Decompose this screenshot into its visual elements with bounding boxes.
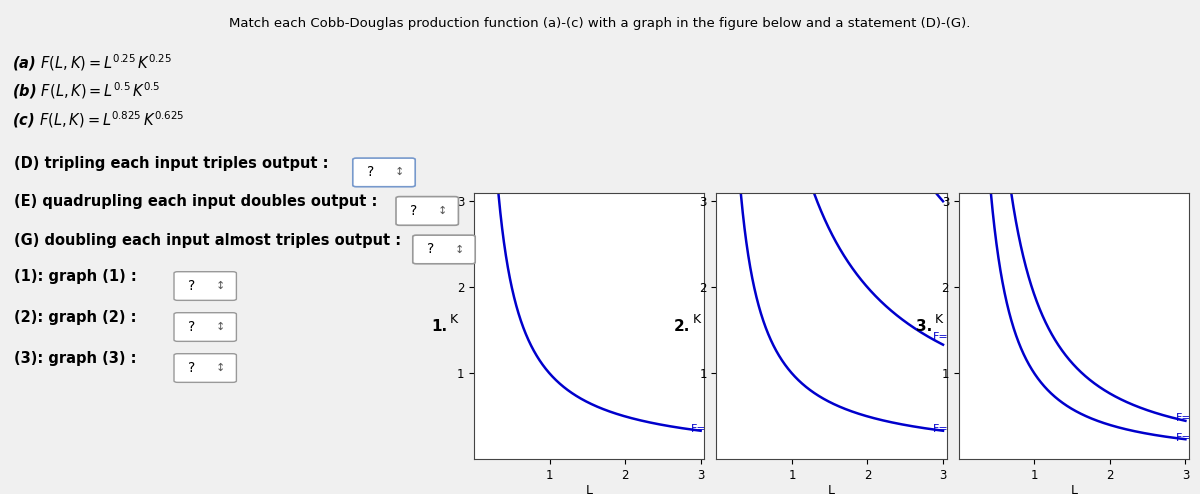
FancyBboxPatch shape bbox=[174, 354, 236, 382]
Text: ↕: ↕ bbox=[395, 167, 404, 177]
FancyBboxPatch shape bbox=[174, 272, 236, 300]
X-axis label: L: L bbox=[586, 484, 593, 494]
X-axis label: L: L bbox=[1070, 484, 1078, 494]
Text: (c) $F(L,K) = L^{0.825}\, K^{0.625}$: (c) $F(L,K) = L^{0.825}\, K^{0.625}$ bbox=[12, 109, 185, 130]
Text: ?: ? bbox=[427, 243, 434, 256]
Text: 1.: 1. bbox=[432, 319, 448, 333]
Text: F=1: F=1 bbox=[691, 424, 714, 434]
Text: (E) quadrupling each input doubles output :: (E) quadrupling each input doubles outpu… bbox=[14, 194, 378, 209]
Text: F=1.5: F=1.5 bbox=[1176, 412, 1200, 422]
Text: 2.: 2. bbox=[673, 319, 690, 333]
Text: 3.: 3. bbox=[916, 319, 932, 333]
FancyBboxPatch shape bbox=[413, 235, 475, 264]
Text: F=1: F=1 bbox=[1176, 433, 1199, 443]
FancyBboxPatch shape bbox=[174, 313, 236, 341]
Text: (3): graph (3) :: (3): graph (3) : bbox=[14, 351, 137, 366]
FancyBboxPatch shape bbox=[353, 158, 415, 187]
Text: ↕: ↕ bbox=[455, 245, 464, 254]
Text: Match each Cobb-Douglas production function (a)-(c) with a graph in the figure b: Match each Cobb-Douglas production funct… bbox=[229, 17, 971, 30]
Text: (a) $F(L,K) = L^{0.25}\, K^{0.25}$: (a) $F(L,K) = L^{0.25}\, K^{0.25}$ bbox=[12, 52, 172, 73]
Text: ?: ? bbox=[188, 279, 196, 293]
Text: F=1: F=1 bbox=[934, 424, 956, 434]
Text: ↕: ↕ bbox=[216, 322, 226, 332]
Text: F=2: F=2 bbox=[934, 332, 956, 342]
Text: ↕: ↕ bbox=[438, 206, 448, 216]
Text: ↕: ↕ bbox=[216, 281, 226, 291]
Text: (b) $F(L,K) = L^{0.5}\, K^{0.5}$: (b) $F(L,K) = L^{0.5}\, K^{0.5}$ bbox=[12, 81, 161, 101]
Text: ?: ? bbox=[367, 165, 374, 179]
Text: ↕: ↕ bbox=[216, 363, 226, 373]
Y-axis label: K: K bbox=[450, 313, 458, 326]
Text: (D) tripling each input triples output :: (D) tripling each input triples output : bbox=[14, 156, 329, 170]
FancyBboxPatch shape bbox=[396, 197, 458, 225]
Text: (G) doubling each input almost triples output :: (G) doubling each input almost triples o… bbox=[14, 233, 402, 247]
X-axis label: L: L bbox=[828, 484, 835, 494]
Text: ?: ? bbox=[410, 204, 418, 218]
Text: (1): graph (1) :: (1): graph (1) : bbox=[14, 269, 137, 284]
Text: ?: ? bbox=[188, 361, 196, 375]
Y-axis label: K: K bbox=[935, 313, 943, 326]
Text: ?: ? bbox=[188, 320, 196, 334]
Text: (2): graph (2) :: (2): graph (2) : bbox=[14, 310, 137, 325]
Y-axis label: K: K bbox=[692, 313, 701, 326]
